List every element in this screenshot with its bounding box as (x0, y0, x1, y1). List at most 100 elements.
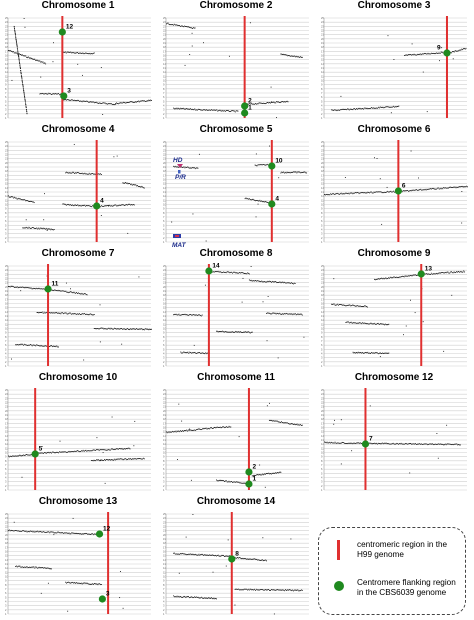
alignment-dot (207, 428, 209, 430)
alignment-dot (281, 53, 283, 55)
alignment-dot (56, 532, 58, 534)
alignment-dot (244, 272, 246, 274)
alignment-dot (371, 443, 373, 445)
alignment-dot (360, 306, 362, 307)
alignment-dot (53, 346, 55, 347)
alignment-dot (409, 443, 411, 444)
alignment-dot (122, 607, 124, 609)
alignment-dot (51, 228, 53, 230)
alignment-dot (122, 459, 124, 461)
alignment-dot (377, 278, 379, 280)
alignment-dot (85, 205, 87, 207)
alignment-dot (46, 531, 48, 533)
alignment-dot (196, 554, 198, 556)
alignment-dot (66, 172, 68, 174)
alignment-dot (25, 102, 27, 104)
alignment-dot (70, 291, 72, 293)
alignment-dot (266, 405, 268, 407)
alignment-dot (404, 54, 406, 56)
y-tick-label: 16 (5, 178, 8, 182)
y-tick-label: 8 (321, 459, 323, 463)
alignment-dot (130, 184, 132, 186)
alignment-dot (33, 227, 35, 229)
panel-title: Chromosome 3 (358, 0, 431, 11)
alignment-dot (216, 480, 218, 482)
alignment-dot (248, 273, 250, 275)
alignment-dot (133, 328, 135, 330)
alignment-dot (21, 476, 23, 478)
alignment-dot (324, 194, 326, 196)
alignment-dot (29, 227, 31, 229)
alignment-dot (77, 533, 79, 535)
alignment-dot (17, 47, 18, 49)
alignment-dot (385, 277, 387, 279)
alignment-dot (247, 588, 249, 590)
alignment-dot (225, 555, 227, 557)
alignment-dot (284, 171, 286, 173)
alignment-dot (15, 530, 16, 531)
alignment-dot (409, 54, 411, 56)
alignment-dot (202, 428, 204, 430)
alignment-dot (184, 352, 186, 353)
y-tick-label: 5 (5, 471, 7, 475)
alignment-dot (295, 590, 297, 592)
alignment-dot (298, 171, 300, 173)
alignment-dot (251, 331, 253, 333)
alignment-dot (297, 171, 299, 173)
alignment-dot (331, 441, 332, 443)
alignment-dot (122, 102, 124, 104)
alignment-dot (465, 48, 467, 50)
alignment-dot (114, 328, 116, 330)
alignment-dot (206, 597, 208, 599)
alignment-dot (289, 282, 291, 284)
alignment-dot (458, 444, 460, 446)
alignment-dot (387, 443, 389, 444)
alignment-dot (225, 331, 227, 333)
alignment-dot (442, 52, 444, 54)
alignment-dot (330, 193, 332, 195)
alignment-dot (225, 110, 227, 112)
marker-label: 5 (39, 446, 43, 453)
alignment-dot (284, 281, 286, 283)
alignment-dot (67, 313, 69, 315)
alignment-dot (184, 64, 186, 66)
alignment-dot (270, 419, 272, 421)
alignment-dot (409, 275, 411, 276)
alignment-dot (68, 581, 70, 583)
alignment-dot (192, 28, 193, 29)
alignment-dot (73, 532, 75, 534)
y-tick-label: 10 (163, 79, 166, 83)
alignment-dot (255, 474, 257, 476)
y-tick-label: 3 (321, 480, 323, 484)
alignment-dot (102, 102, 104, 104)
alignment-dot (187, 26, 189, 28)
alignment-dot (230, 331, 231, 333)
alignment-dot (45, 531, 47, 533)
flanking-marker (241, 109, 249, 117)
alignment-dot (191, 429, 193, 431)
alignment-dot (94, 533, 95, 535)
alignment-dot (115, 204, 117, 206)
alignment-dot (198, 597, 200, 599)
alignment-dot (245, 273, 247, 275)
alignment-dot (65, 451, 67, 453)
alignment-dot (380, 443, 382, 445)
alignment-dot (128, 182, 130, 184)
alignment-dot (8, 286, 10, 288)
alignment-dot (74, 52, 76, 54)
alignment-dot (44, 93, 46, 95)
alignment-dot (170, 431, 172, 433)
alignment-dot (130, 458, 132, 460)
alignment-dot (144, 328, 146, 330)
alignment-dot (288, 423, 289, 425)
alignment-dot (186, 314, 188, 315)
alignment-dot (38, 566, 40, 568)
alignment-dot (45, 228, 46, 230)
alignment-dot (166, 432, 168, 434)
alignment-dot (278, 471, 280, 473)
alignment-dot (18, 56, 20, 58)
alignment-dot (49, 93, 51, 95)
panel-title: Chromosome 13 (39, 496, 118, 507)
alignment-dot (236, 331, 238, 333)
alignment-dot (357, 107, 359, 109)
